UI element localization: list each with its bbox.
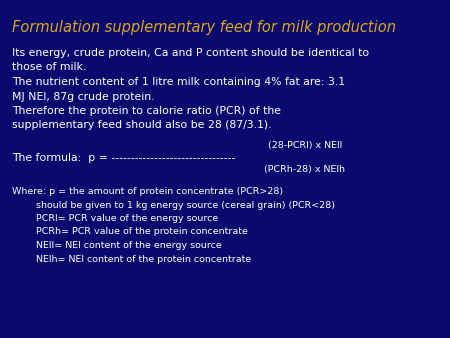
Text: PCRl= PCR value of the energy source: PCRl= PCR value of the energy source <box>12 214 218 223</box>
Text: (28-PCRl) x NElI: (28-PCRl) x NElI <box>268 141 342 150</box>
Text: Where: p = the amount of protein concentrate (PCR>28): Where: p = the amount of protein concent… <box>12 187 283 196</box>
Text: those of milk.: those of milk. <box>12 63 86 72</box>
Text: NElh= NEl content of the protein concentrate: NElh= NEl content of the protein concent… <box>12 255 251 264</box>
Text: MJ NEl, 87g crude protein.: MJ NEl, 87g crude protein. <box>12 92 154 101</box>
Text: supplementary feed should also be 28 (87/3.1).: supplementary feed should also be 28 (87… <box>12 121 271 130</box>
Text: (PCRh-28) x NElh: (PCRh-28) x NElh <box>265 165 346 174</box>
Text: PCRh= PCR value of the protein concentrate: PCRh= PCR value of the protein concentra… <box>12 227 248 237</box>
Text: NElI= NEl content of the energy source: NElI= NEl content of the energy source <box>12 241 222 250</box>
Text: Its energy, crude protein, Ca and P content should be identical to: Its energy, crude protein, Ca and P cont… <box>12 48 369 58</box>
Text: Formulation supplementary feed for milk production: Formulation supplementary feed for milk … <box>12 20 396 35</box>
Text: should be given to 1 kg energy source (cereal grain) (PCR<28): should be given to 1 kg energy source (c… <box>12 200 335 210</box>
Text: The nutrient content of 1 litre milk containing 4% fat are: 3.1: The nutrient content of 1 litre milk con… <box>12 77 345 87</box>
Text: The formula:  p = --------------------------------: The formula: p = -----------------------… <box>12 153 235 163</box>
Text: Therefore the protein to calorie ratio (PCR) of the: Therefore the protein to calorie ratio (… <box>12 106 281 116</box>
